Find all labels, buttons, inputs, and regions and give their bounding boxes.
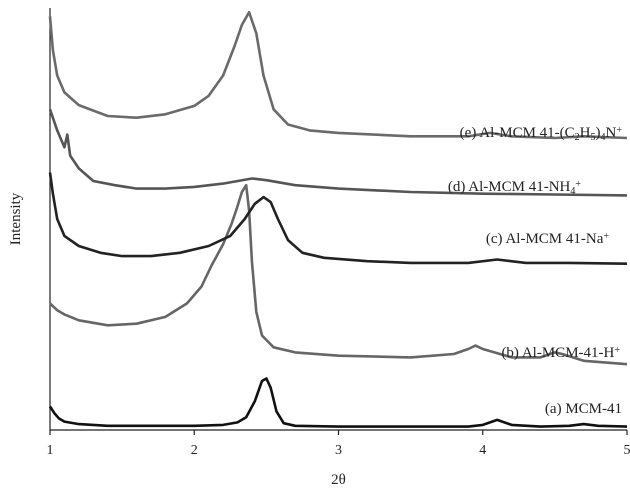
series-label-a: (a) MCM-41 xyxy=(545,401,622,417)
series-label-part: (a) MCM-41 xyxy=(545,401,622,417)
series-line-e xyxy=(48,10,628,140)
series-label-part: + xyxy=(603,231,609,242)
series-line-c xyxy=(48,172,628,265)
series-line-b xyxy=(49,183,628,366)
series-label-part: H xyxy=(580,125,591,141)
series-label-part: (d) Al-MCM 41-NH xyxy=(448,179,571,195)
series-label-part: 4 xyxy=(601,132,606,143)
series-label-part: 4 xyxy=(570,186,575,197)
series-label-c: (c) Al-MCM 41-Na+ xyxy=(486,231,609,247)
series-line-d xyxy=(48,108,628,197)
series-label-part: + xyxy=(614,345,620,356)
series-label-part: (b) Al-MCM-41-H xyxy=(501,345,614,361)
series-label-part: 2 xyxy=(575,132,580,143)
x-tick-label: 5 xyxy=(624,443,630,458)
x-axis-title: 2θ xyxy=(331,472,346,488)
series-group xyxy=(48,10,628,428)
series-label-part: (e) Al-MCM 41-(C xyxy=(460,125,575,141)
series-label-part: + xyxy=(616,125,622,136)
series-label-d: (d) Al-MCM 41-NH4+ xyxy=(448,179,582,197)
x-tick-label: 3 xyxy=(335,443,342,458)
series-label-e: (e) Al-MCM 41-(C2H5)4N+ xyxy=(460,125,623,143)
x-tick-label: 2 xyxy=(191,443,198,458)
series-label-b: (b) Al-MCM-41-H+ xyxy=(501,345,620,361)
series-label-part: 5 xyxy=(591,132,596,143)
series-labels: (a) MCM-41(b) Al-MCM-41-H+(c) Al-MCM 41-… xyxy=(448,125,623,417)
x-tick-label: 4 xyxy=(479,443,486,458)
series-line-a xyxy=(48,377,628,428)
series-label-part: + xyxy=(575,179,581,190)
x-tick-label: 1 xyxy=(47,443,54,458)
series-label-part: ) xyxy=(596,125,601,141)
series-label-part: N xyxy=(606,125,617,141)
series-label-part: (c) Al-MCM 41-Na xyxy=(486,231,604,247)
y-axis-title: Intensity xyxy=(8,192,24,245)
